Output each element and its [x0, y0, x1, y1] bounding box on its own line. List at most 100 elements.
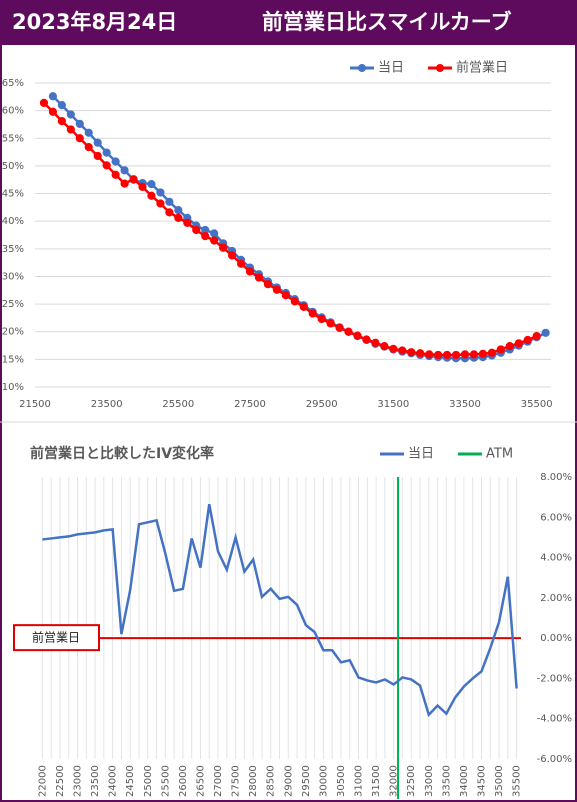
y-tick-label: 60%: [2, 106, 24, 117]
x-tick-label: 28000: [248, 765, 259, 797]
x-tick-label: 29500: [301, 765, 312, 797]
point: [281, 291, 290, 300]
y-tick-label: 4.00%: [540, 553, 572, 564]
point: [48, 107, 58, 116]
y-tick-label: -2.00%: [537, 673, 572, 684]
point: [39, 98, 49, 107]
point: [523, 335, 532, 345]
point: [93, 151, 102, 161]
x-tick-label: 28500: [266, 765, 277, 797]
x-tick-label: 25500: [162, 399, 194, 410]
x-tick-label: 27000: [213, 765, 224, 797]
legend-label: 当日: [378, 61, 404, 76]
point: [165, 197, 174, 206]
point: [425, 350, 434, 359]
point: [541, 328, 550, 337]
point: [487, 348, 496, 357]
point: [451, 350, 461, 360]
y-tick-label: -6.00%: [537, 754, 572, 765]
series-line: [52, 95, 547, 360]
x-tick-label: 26000: [178, 765, 189, 797]
point: [514, 339, 523, 348]
header-title: 前営業日比スマイルカーブ: [262, 10, 511, 34]
point: [147, 180, 156, 189]
point: [75, 134, 84, 143]
y-tick-label: 2.00%: [540, 593, 572, 604]
point: [407, 348, 416, 357]
point: [532, 332, 541, 341]
point: [57, 101, 66, 110]
x-tick-label: 35000: [494, 765, 505, 797]
y-tick-label: 6.00%: [540, 512, 572, 523]
point: [192, 225, 201, 235]
x-tick-label: 22500: [55, 765, 66, 797]
point: [120, 179, 129, 188]
x-tick-label: 30500: [336, 765, 347, 797]
point: [478, 349, 488, 358]
point: [165, 208, 174, 217]
point: [129, 175, 138, 184]
point: [236, 259, 246, 268]
point: [147, 191, 156, 200]
x-tick-label: 25000: [143, 765, 154, 797]
point: [272, 285, 281, 294]
x-tick-label: 27500: [231, 765, 242, 797]
point: [210, 236, 219, 245]
legend-label: 当日: [408, 447, 434, 462]
x-tick-label: 35500: [521, 399, 553, 410]
point: [66, 125, 75, 134]
point: [93, 138, 102, 147]
point: [469, 350, 479, 359]
x-tick-label: 29000: [283, 765, 294, 797]
x-tick-label: 26500: [195, 765, 206, 797]
point: [326, 319, 335, 328]
header-bar: [0, 0, 577, 45]
series-line: [43, 102, 538, 357]
y-tick-label: 10%: [2, 382, 24, 393]
x-tick-label: 32000: [389, 765, 400, 797]
y-tick-label: 0.00%: [540, 633, 572, 644]
point: [496, 345, 505, 354]
y-tick-label: 15%: [2, 354, 24, 365]
point: [48, 92, 58, 101]
x-tick-label: 23000: [73, 765, 84, 797]
x-tick-label: 25500: [160, 765, 171, 797]
x-tick-label: 24500: [125, 765, 136, 797]
annotation-box: [13, 624, 100, 652]
y-tick-label: 50%: [2, 161, 24, 172]
annotation-text: 前営業日: [32, 630, 80, 645]
y-tick-label: 45%: [2, 189, 24, 200]
x-tick-label: 33500: [449, 399, 481, 410]
x-tick-label: 22000: [37, 765, 48, 797]
x-tick-label: 21500: [19, 399, 51, 410]
x-tick-label: 29500: [306, 399, 338, 410]
point: [353, 331, 362, 340]
point: [317, 314, 326, 324]
point: [389, 344, 398, 353]
point: [156, 188, 165, 197]
x-tick-label: 34000: [459, 765, 470, 797]
point: [219, 243, 228, 252]
x-tick-label: 31000: [354, 765, 365, 797]
y-tick-label: 20%: [2, 327, 24, 338]
point: [183, 218, 192, 227]
point: [210, 229, 219, 238]
point: [57, 117, 66, 126]
point: [335, 323, 344, 332]
y-tick-label: 40%: [2, 216, 24, 227]
point: [84, 128, 93, 137]
point: [111, 170, 120, 179]
point: [299, 302, 308, 311]
y-tick-label: 25%: [2, 299, 24, 310]
y-tick-label: 35%: [2, 244, 24, 255]
point: [398, 346, 407, 355]
point: [174, 213, 183, 222]
legend-label: 前営業日: [456, 60, 508, 76]
y-tick-label: -4.00%: [537, 714, 572, 725]
point: [111, 157, 120, 166]
point: [416, 349, 425, 358]
x-tick-label: 23500: [90, 765, 101, 797]
y-tick-label: 8.00%: [540, 472, 572, 483]
